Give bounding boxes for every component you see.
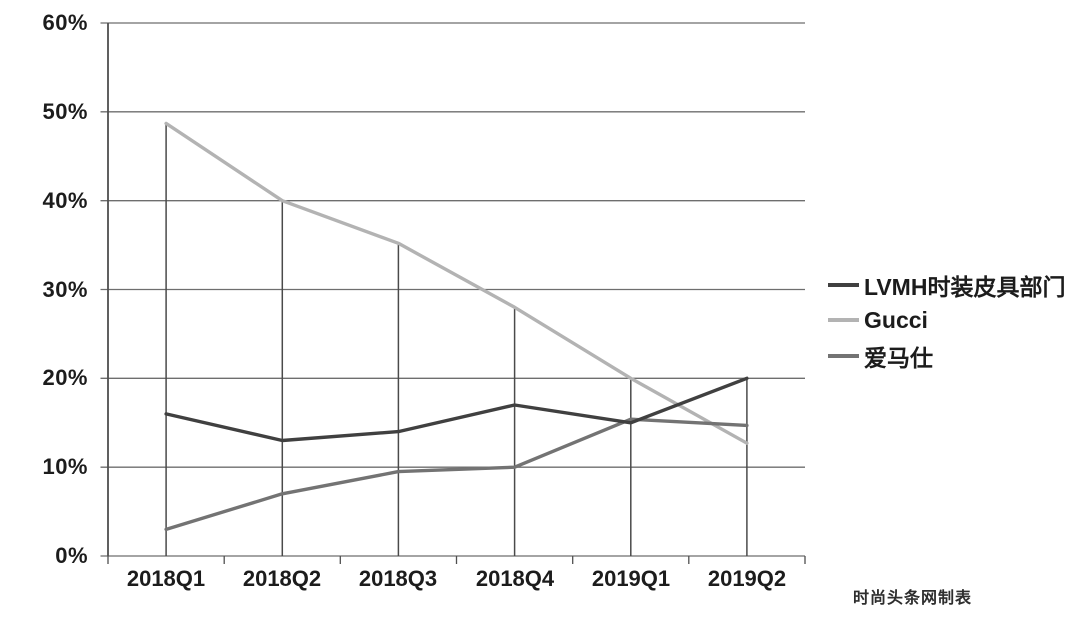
x-axis-tick-label: 2018Q3 xyxy=(358,566,438,591)
y-axis-tick-label: 20% xyxy=(42,365,88,390)
legend-item-lvmh: LVMH时装皮具部门 xyxy=(828,270,1065,300)
y-axis-tick-label: 40% xyxy=(42,188,88,213)
legend-label: 爱马仕 xyxy=(864,345,933,371)
y-axis-tick-label: 50% xyxy=(42,99,88,124)
x-axis-tick-label: 2018Q4 xyxy=(475,566,555,591)
legend-label: Gucci xyxy=(864,306,928,333)
legend-line-swatch xyxy=(828,318,859,322)
legend-item-hermes: 爱马仕 xyxy=(828,341,933,371)
legend-item-gucci: Gucci xyxy=(828,305,928,335)
y-axis-tick-label: 30% xyxy=(42,277,88,302)
x-axis-tick-label: 2019Q1 xyxy=(591,566,671,591)
x-axis-tick-label: 2018Q1 xyxy=(126,566,206,591)
legend-line-swatch xyxy=(828,283,859,287)
y-axis-tick-label: 0% xyxy=(55,543,88,568)
x-axis-tick-label: 2018Q2 xyxy=(242,566,322,591)
x-axis-tick-label: 2019Q2 xyxy=(707,566,787,591)
legend-line-swatch xyxy=(828,354,859,358)
credit-text: 时尚头条网制表 xyxy=(853,590,973,607)
y-axis-tick-label: 10% xyxy=(42,454,88,479)
y-axis-tick-label: 60% xyxy=(42,10,88,35)
legend-label: LVMH时装皮具部门 xyxy=(864,274,1066,300)
